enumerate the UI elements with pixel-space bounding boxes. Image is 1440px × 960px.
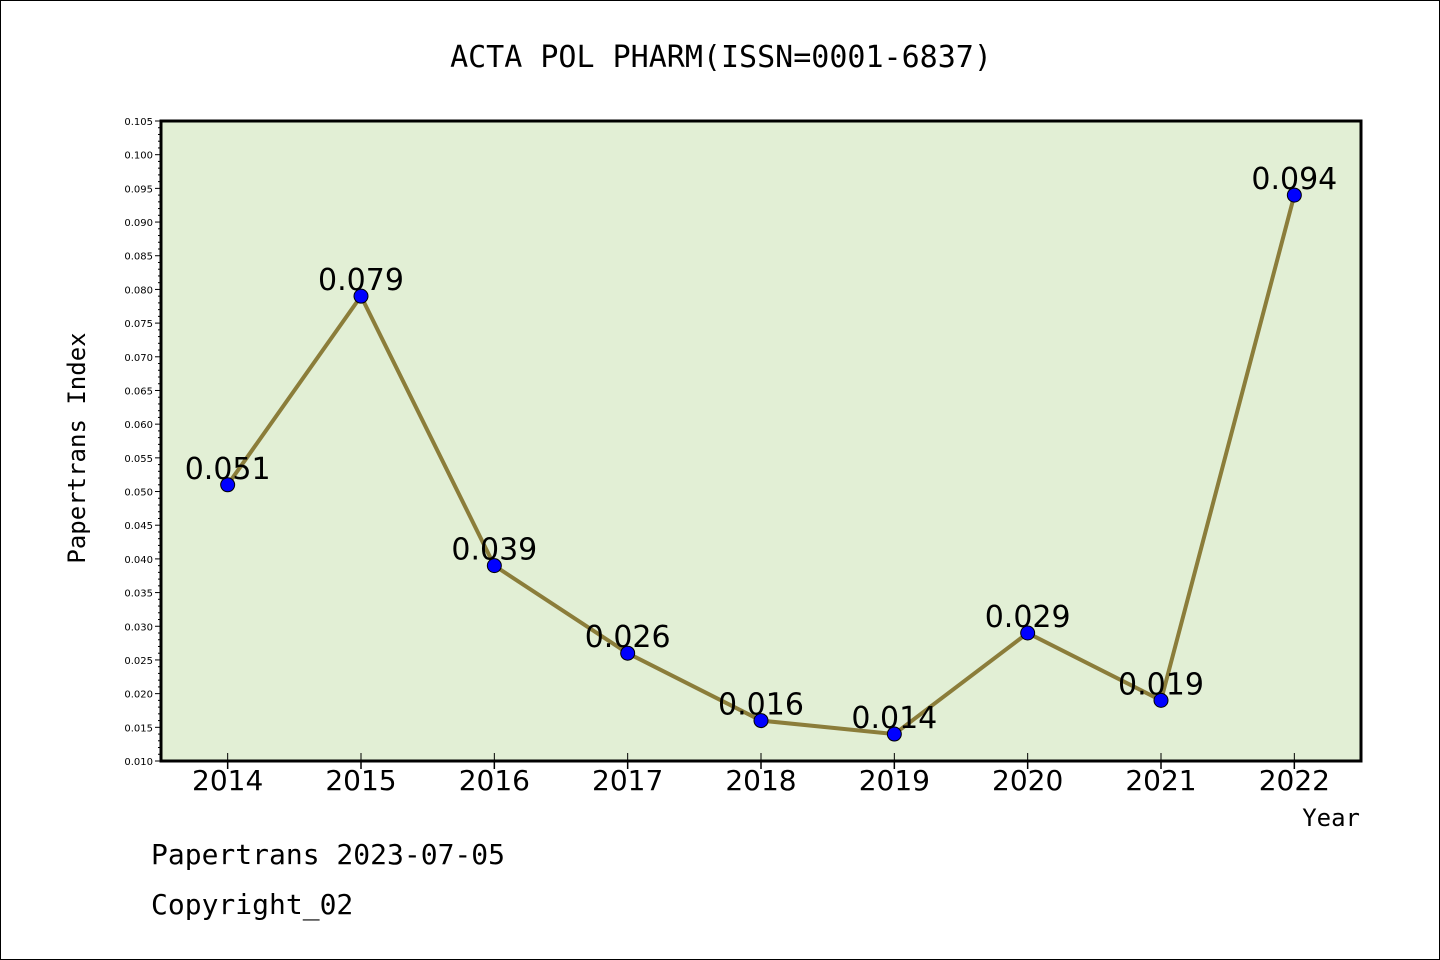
y-tick-label: 0.090	[124, 218, 153, 229]
x-tick-label: 2018	[725, 764, 796, 797]
data-point	[886, 726, 902, 742]
data-label: 0.029	[985, 600, 1071, 635]
footer-date: Papertrans 2023-07-05	[151, 838, 505, 871]
y-tick-label: 0.065	[124, 386, 153, 397]
y-tick-label: 0.045	[124, 521, 153, 532]
x-axis: 2014 2015 2016 2017 2018 2019 2020 2021 2022	[192, 753, 1330, 797]
data-point	[353, 288, 369, 304]
data-label: 0.026	[585, 620, 671, 655]
y-tick-label: 0.060	[124, 420, 153, 431]
y-tick-label: 0.010	[124, 757, 153, 768]
y-tick-label: 0.075	[124, 319, 153, 330]
y-axis-label: Papertrans Index	[63, 332, 91, 563]
x-tick-label: 2020	[992, 764, 1063, 797]
data-label: 0.019	[1118, 667, 1204, 702]
data-label: 0.016	[718, 688, 804, 723]
x-axis-label: Year	[1302, 804, 1360, 832]
x-tick-label: 2021	[1125, 764, 1196, 797]
y-tick-label: 0.030	[124, 622, 153, 633]
y-tick-label: 0.015	[124, 723, 153, 734]
data-point	[753, 713, 769, 729]
y-tick-label: 0.050	[124, 488, 153, 499]
y-tick-label: 0.025	[124, 656, 153, 667]
y-tick-label: 0.040	[124, 555, 153, 566]
y-tick-label: 0.055	[124, 454, 153, 465]
y-tick-label: 0.035	[124, 589, 153, 600]
data-point	[1020, 625, 1036, 641]
x-tick-label: 2014	[192, 764, 263, 797]
y-tick-label: 0.020	[124, 690, 153, 701]
y-tick-label: 0.085	[124, 252, 153, 263]
y-axis: 0.010 0.015 0.020 0.025 0.030 0.035 0.040 0.045…	[124, 117, 161, 768]
x-tick-label: 2019	[859, 764, 930, 797]
x-tick-label: 2016	[459, 764, 530, 797]
series-line	[220, 187, 1302, 742]
data-label: 0.014	[851, 701, 937, 736]
data-point	[620, 645, 636, 661]
x-tick-label: 2022	[1259, 764, 1330, 797]
y-tick-label: 0.070	[124, 353, 153, 364]
y-tick-label: 0.095	[124, 184, 153, 195]
y-tick-label: 0.080	[124, 285, 153, 296]
data-label: 0.094	[1251, 162, 1337, 197]
y-tick-label: 0.105	[124, 117, 153, 128]
data-label: 0.051	[185, 452, 271, 487]
data-point	[486, 558, 502, 574]
x-tick-label: 2017	[592, 764, 663, 797]
x-tick-label: 2015	[325, 764, 396, 797]
data-point	[220, 477, 236, 493]
footer-copyright: Copyright_02	[151, 888, 353, 922]
data-label: 0.079	[318, 263, 404, 298]
data-labels: 0.051 0.079 0.039 0.026 0.016 0.014 0.029 0.019…	[185, 162, 1338, 736]
data-point	[1286, 187, 1302, 203]
chart-title: ACTA POL PHARM(ISSN=0001-6837)	[450, 40, 992, 75]
data-point	[1153, 692, 1169, 708]
y-tick-label: 0.100	[124, 151, 153, 162]
plot-area	[159, 119, 1363, 763]
data-label: 0.039	[451, 533, 537, 568]
